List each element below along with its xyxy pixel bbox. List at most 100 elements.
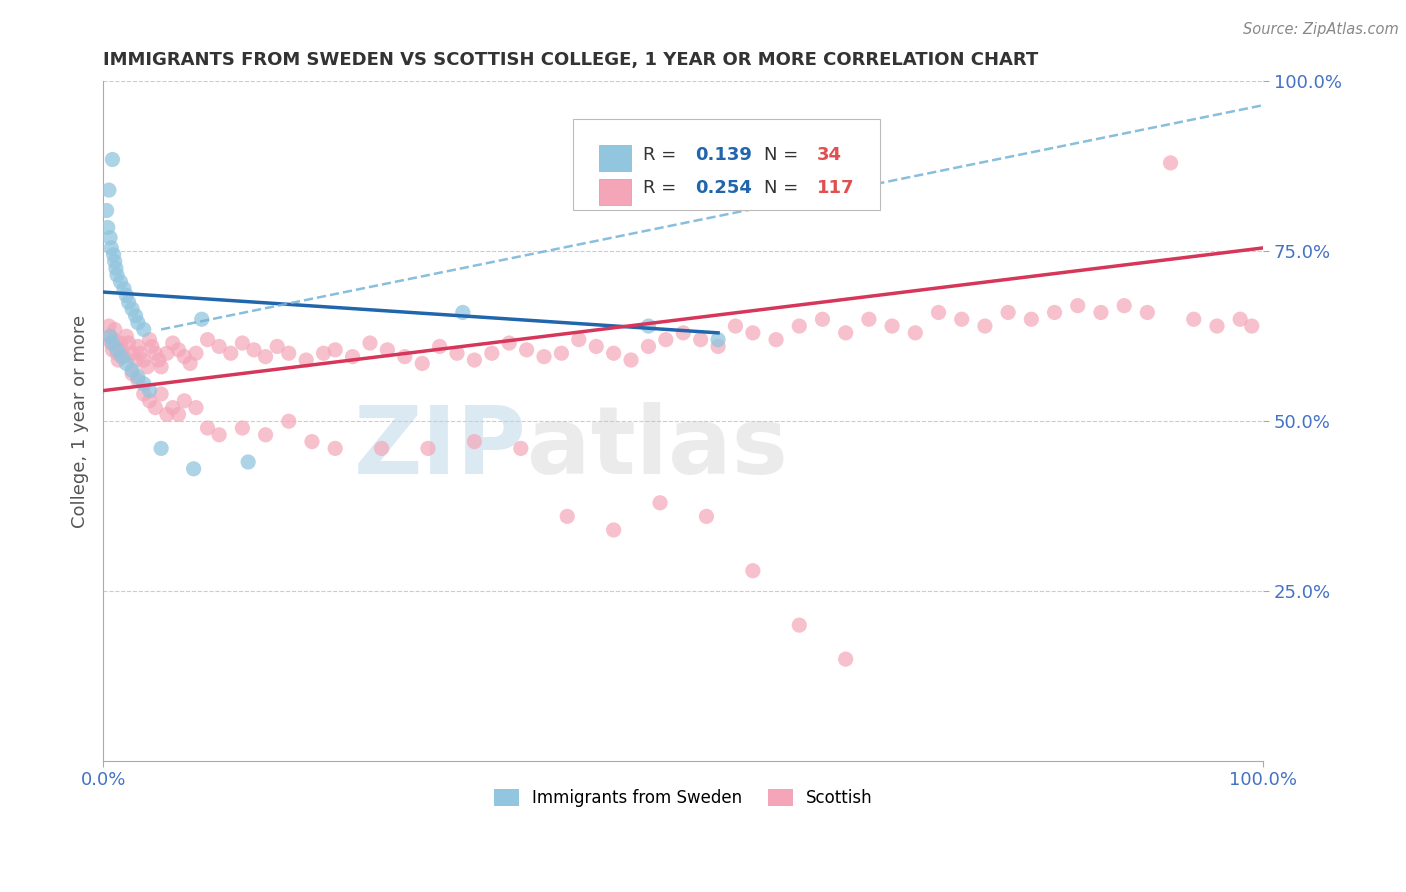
Point [104,261,127,276]
Point [446,346,468,360]
Point [724,319,747,334]
Point [197,333,219,347]
Point [370,442,392,456]
FancyBboxPatch shape [574,119,880,211]
Point [127,373,149,387]
Point [184,346,207,360]
Point [208,339,231,353]
Point [1206,319,1229,334]
Point [173,350,195,364]
Point [150,387,173,401]
Point [741,326,763,340]
Point [121,301,143,316]
Point [115,329,138,343]
Point [620,353,643,368]
Point [834,652,856,666]
Point [115,288,138,302]
Point [787,319,810,334]
Point [173,393,195,408]
Point [834,326,856,340]
Point [1160,156,1182,170]
Point [132,387,155,401]
Point [105,268,128,282]
Point [162,401,184,415]
FancyBboxPatch shape [599,179,631,205]
Point [208,427,231,442]
Point [148,353,170,368]
Point [98,329,121,343]
Point [787,618,810,632]
Point [741,564,763,578]
Point [451,305,474,319]
Point [104,322,127,336]
Point [219,346,242,360]
Point [637,339,659,353]
Point [97,183,120,197]
Point [312,346,335,360]
Point [110,336,132,351]
Point [359,336,381,351]
Point [121,346,143,360]
Point [463,353,485,368]
Point [254,427,277,442]
Point [100,241,122,255]
Text: atlas: atlas [527,402,787,494]
Point [101,153,124,167]
Point [162,336,184,351]
Point [516,343,538,357]
Point [637,319,659,334]
Point [150,442,173,456]
Point [167,343,190,357]
Y-axis label: College, 1 year or more: College, 1 year or more [72,315,89,528]
Point [111,350,134,364]
Point [1067,299,1090,313]
Text: N =: N = [765,146,804,164]
Point [533,350,555,364]
Point [1090,305,1112,319]
Point [124,353,146,368]
Point [811,312,834,326]
Point [463,434,485,449]
Point [98,329,121,343]
Point [231,421,253,435]
Point [689,333,711,347]
Text: 0.254: 0.254 [695,179,752,197]
Point [904,326,927,340]
Point [167,408,190,422]
Point [231,336,253,351]
Point [127,370,149,384]
Point [416,442,439,456]
Point [127,316,149,330]
Point [394,350,416,364]
Point [498,336,520,351]
Point [707,333,730,347]
Point [880,319,903,334]
Point [555,509,578,524]
Point [277,414,299,428]
Point [585,339,607,353]
Point [118,295,141,310]
Point [707,339,730,353]
Point [672,326,695,340]
Point [104,254,127,268]
Text: 34: 34 [817,146,842,164]
Point [481,346,503,360]
Point [342,350,364,364]
Point [509,442,531,456]
Point [111,343,134,357]
Point [179,356,201,370]
Point [132,322,155,336]
Point [695,509,717,524]
Point [377,343,399,357]
Point [197,421,219,435]
Point [765,333,787,347]
Point [129,346,152,360]
Point [277,346,299,360]
FancyBboxPatch shape [599,145,631,171]
Point [105,343,128,357]
Point [141,339,163,353]
Point [602,346,624,360]
Point [1240,319,1263,334]
Point [96,203,118,218]
Point [138,384,160,398]
